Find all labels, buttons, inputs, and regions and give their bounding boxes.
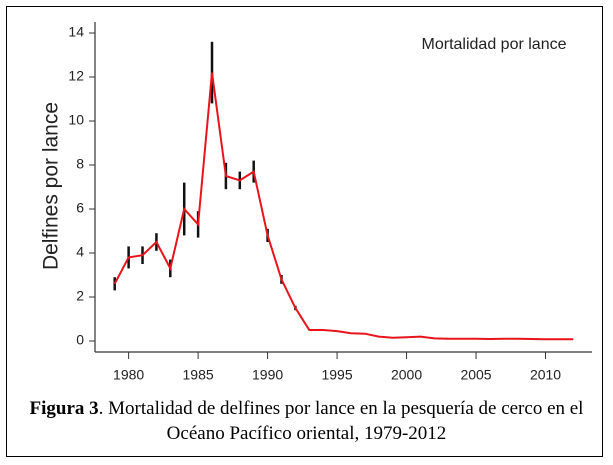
- x-tick-label: 2000: [391, 367, 422, 383]
- line: [113, 72, 574, 341]
- y-tick-label: 12: [68, 68, 84, 84]
- y-tick-label: 0: [76, 332, 84, 348]
- y-tick-label: 8: [76, 156, 84, 172]
- annotation: Mortalidad por lance: [422, 36, 567, 53]
- y-tick-label: 2: [76, 288, 84, 304]
- caption: Figura 3. Mortalidad de delfines por lan…: [20, 396, 593, 446]
- y-tick-label: 4: [76, 244, 84, 260]
- y-tick-label: 10: [68, 112, 84, 128]
- y-tick-label: 14: [68, 24, 84, 40]
- x-tick-label: 1995: [321, 367, 352, 383]
- chart: Mortalidad por lance Delfines por lance …: [40, 22, 592, 383]
- y-axis-label: Delfines por lance: [40, 102, 63, 270]
- x-tick-label: 1990: [252, 367, 283, 383]
- x-tick-label: 1980: [113, 367, 144, 383]
- caption-text: . Mortalidad de delfines por lance en la…: [98, 398, 584, 444]
- x-tick-label: 2005: [460, 367, 491, 383]
- x-tick-label: 1985: [183, 367, 214, 383]
- figure-frame: [6, 6, 603, 457]
- caption-label: Figura 3: [29, 398, 99, 419]
- x-tick-label: 2010: [530, 367, 561, 383]
- y-tick-label: 6: [76, 200, 84, 216]
